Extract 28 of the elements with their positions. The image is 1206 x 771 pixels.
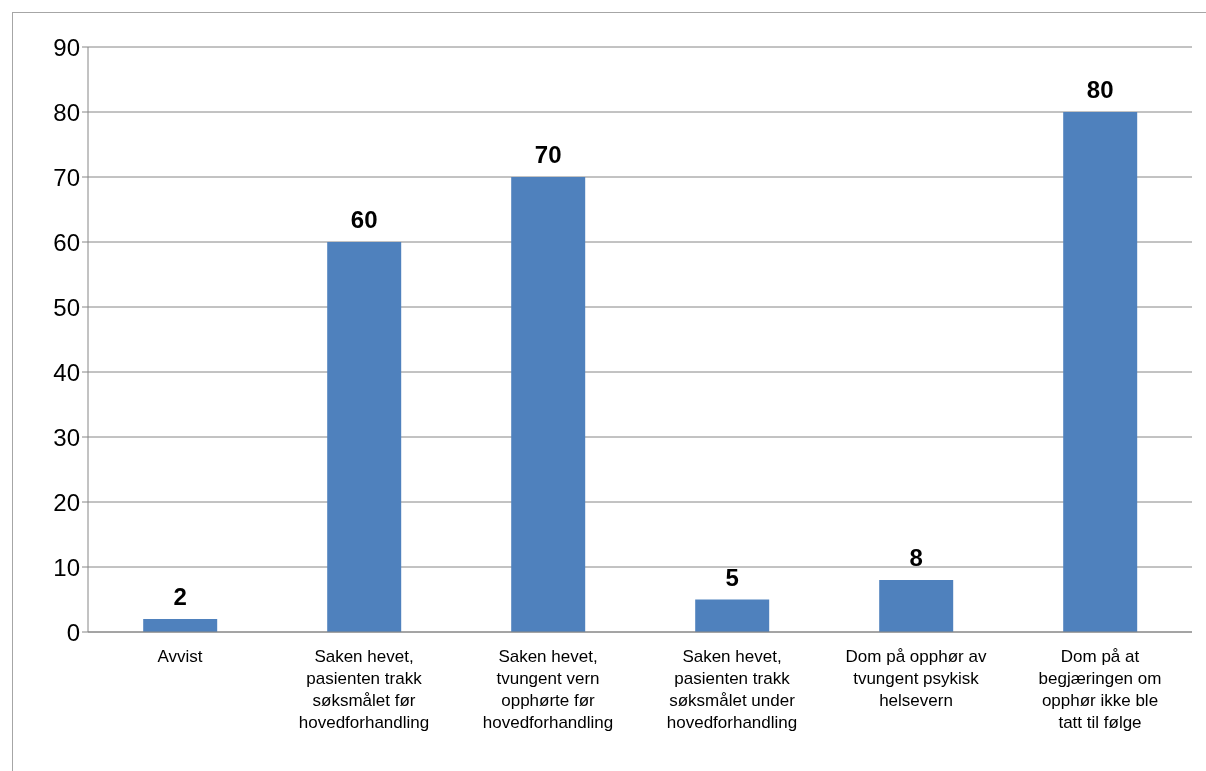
bar xyxy=(1063,112,1138,632)
y-tick-label: 60 xyxy=(53,228,80,256)
bar xyxy=(327,242,402,632)
bar xyxy=(143,619,218,632)
bar xyxy=(511,177,586,632)
y-tick-label: 90 xyxy=(53,33,80,61)
bar xyxy=(695,599,770,632)
data-label: 2 xyxy=(173,583,187,610)
y-tick-label: 30 xyxy=(53,423,80,451)
bar xyxy=(879,580,954,632)
y-tick-label: 40 xyxy=(53,358,80,386)
x-tick-label: Saken hevet, tvungent vern opphørte før hovedforhandling xyxy=(482,647,614,732)
y-tick-label: 80 xyxy=(53,98,80,126)
x-tick-label: Avvist xyxy=(157,647,203,666)
x-tick-label: Dom på at begjæringen om opphør ikke ble tatt til følge xyxy=(1038,647,1162,732)
data-label: 5 xyxy=(725,563,739,591)
x-tick-label: Saken hevet, pasienten trakk søksmålet før hovedforhandling xyxy=(298,647,430,732)
data-label: 60 xyxy=(350,206,378,233)
y-tick-label: 50 xyxy=(53,293,80,321)
y-tick-label: 0 xyxy=(66,618,80,646)
data-label: 80 xyxy=(1086,76,1114,103)
data-label: 70 xyxy=(534,141,562,168)
y-tick-label: 70 xyxy=(53,163,80,191)
y-tick-label: 10 xyxy=(53,553,80,581)
x-tick-label: Saken hevet, pasienten trakk søksmålet under hovedforhandling xyxy=(666,647,798,732)
y-tick-label: 20 xyxy=(53,488,80,516)
data-label: 8 xyxy=(909,544,923,571)
x-tick-label: Dom på opphør av tvungent psykisk helsevern xyxy=(845,647,987,710)
